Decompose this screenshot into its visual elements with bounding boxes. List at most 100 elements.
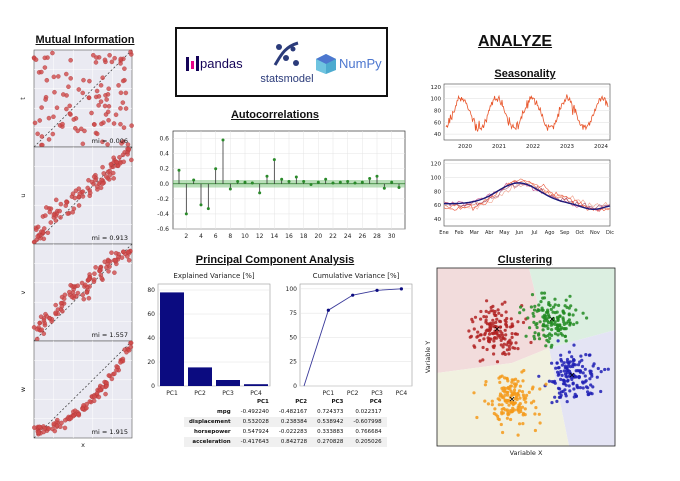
- scatter-point: [106, 258, 111, 264]
- scatter-point: [98, 185, 104, 191]
- cluster-point: [559, 393, 563, 397]
- cluster-point: [541, 315, 545, 319]
- cluster-point: [576, 363, 581, 367]
- cluster-point: [573, 363, 577, 367]
- cluster-point: [550, 361, 554, 365]
- scatter-point: [100, 75, 105, 80]
- cluster-point: [533, 331, 537, 335]
- x-tick-label: Abr: [485, 230, 495, 236]
- cluster-point: [476, 330, 480, 334]
- cluster-xlabel: Variable X: [510, 449, 543, 457]
- scatter-point: [59, 304, 65, 309]
- cluster-point: [508, 325, 513, 329]
- acf-point: [272, 158, 276, 162]
- scatter-point: [105, 109, 111, 115]
- cluster-point: [500, 313, 504, 317]
- cluster-point: [581, 386, 585, 390]
- acf-point: [280, 177, 284, 181]
- y-tick-label: 40: [147, 335, 155, 342]
- variance-bar: [244, 384, 268, 386]
- acf-point: [206, 207, 210, 211]
- cluster-point: [498, 380, 502, 384]
- scatter-point: [62, 292, 68, 298]
- scatter-point: [94, 391, 100, 396]
- scatter-point: [86, 295, 92, 301]
- scatter-point: [53, 218, 59, 223]
- scatter-point: [129, 157, 134, 163]
- numpy-logo: NumPy: [315, 53, 382, 80]
- acf-point: [316, 180, 320, 184]
- scatter-point: [85, 185, 90, 191]
- x-tick-label: 2022: [526, 144, 540, 150]
- cluster-point: [503, 300, 507, 304]
- cluster-point: [567, 350, 571, 354]
- cluster-point: [524, 400, 528, 404]
- scatter-point: [114, 367, 119, 373]
- cluster-point: [508, 409, 513, 413]
- acf-point: [382, 186, 386, 190]
- acf-point: [228, 187, 232, 191]
- scatter-point: [80, 406, 85, 412]
- scatter-point: [109, 250, 114, 255]
- cluster-point: [485, 299, 489, 303]
- cluster-point: [538, 387, 542, 391]
- mi-ylabel: u: [19, 193, 27, 197]
- scatter-point: [123, 90, 129, 96]
- cluster-point: [583, 367, 587, 371]
- acf-point: [243, 180, 247, 184]
- scatter-point: [56, 74, 61, 79]
- scatter-point: [34, 326, 40, 332]
- seasonality-chart: 120 100 80 60 40 2020 2021 2022 2023 2024 120 100 80…: [431, 83, 614, 236]
- cluster-point: [524, 334, 528, 338]
- cluster-point: [532, 308, 537, 312]
- y-tick-label: -0.6: [157, 226, 169, 233]
- scatter-point: [117, 155, 122, 160]
- cluster-point: [517, 389, 522, 393]
- cluster-point: [550, 328, 554, 332]
- scatter-point: [106, 104, 112, 109]
- x-tick-label: Jun: [515, 230, 524, 236]
- scatter-point: [76, 412, 81, 417]
- scatter-point: [39, 105, 44, 110]
- scatter-point: [91, 279, 97, 284]
- scatter-point: [57, 208, 62, 214]
- cluster-point: [498, 319, 502, 323]
- scatter-point: [80, 90, 85, 96]
- scatter-point: [126, 146, 132, 152]
- scatter-point: [128, 49, 133, 55]
- cluster-point: [500, 302, 504, 306]
- scatter-point: [86, 95, 92, 101]
- cluster-point: [509, 417, 513, 422]
- cluster-point: [533, 428, 537, 433]
- scatter-point: [92, 394, 97, 399]
- cluster-point: [554, 366, 558, 370]
- cluster-point: [577, 375, 581, 379]
- scatter-point: [46, 115, 52, 121]
- scatter-point: [64, 199, 69, 205]
- x-tick-label: PC3: [371, 390, 383, 397]
- x-tick-label: Mar: [469, 230, 479, 236]
- table-cell: 0.022317: [355, 409, 382, 415]
- x-tick-label: 24: [344, 233, 352, 240]
- cluster-point: [510, 332, 514, 336]
- scatter-point: [75, 290, 81, 296]
- scatter-point: [50, 131, 56, 137]
- cluster-point: [521, 422, 525, 426]
- cluster-point: [485, 328, 489, 332]
- cluster-point: [498, 335, 502, 339]
- x-tick-label: 8: [228, 233, 232, 240]
- scatter-point: [96, 394, 102, 400]
- cluster-point: [491, 304, 495, 308]
- cluster-point: [567, 312, 571, 316]
- scatter-point: [67, 111, 73, 116]
- cluster-point: [492, 339, 496, 343]
- cluster-point: [587, 392, 591, 396]
- scatter-point: [113, 257, 118, 263]
- cluster-point: [547, 315, 551, 319]
- y-tick-label: 100: [286, 286, 298, 293]
- cluster-point: [548, 336, 552, 340]
- variance-bar: [160, 292, 184, 386]
- explained-variance-title: Explained Variance [%]: [173, 272, 254, 280]
- clustering-title: Clustering: [497, 254, 553, 266]
- autocorr-title: Autocorrelations: [230, 109, 319, 121]
